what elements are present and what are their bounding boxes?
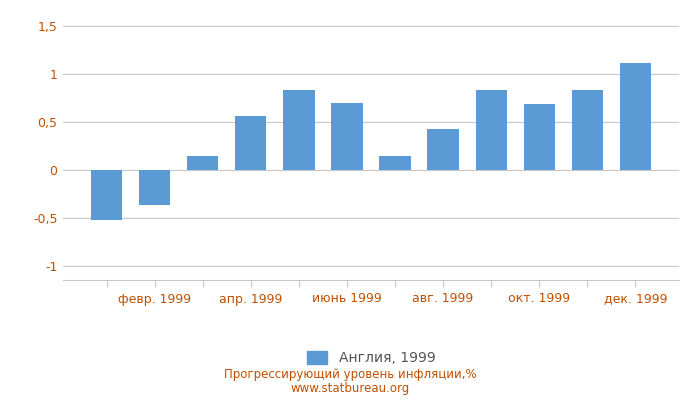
- Bar: [572, 90, 603, 170]
- Bar: [91, 170, 122, 220]
- Bar: [139, 170, 170, 205]
- Bar: [284, 90, 314, 170]
- Bar: [187, 156, 218, 170]
- Text: Прогрессирующий уровень инфляции,%: Прогрессирующий уровень инфляции,%: [224, 368, 476, 381]
- Bar: [620, 63, 651, 170]
- Text: www.statbureau.org: www.statbureau.org: [290, 382, 410, 395]
- Bar: [524, 104, 555, 170]
- Bar: [235, 116, 267, 170]
- Legend: Англия, 1999: Англия, 1999: [301, 346, 441, 371]
- Bar: [475, 90, 507, 170]
- Bar: [379, 156, 411, 170]
- Bar: [428, 129, 458, 170]
- Bar: [331, 103, 363, 170]
